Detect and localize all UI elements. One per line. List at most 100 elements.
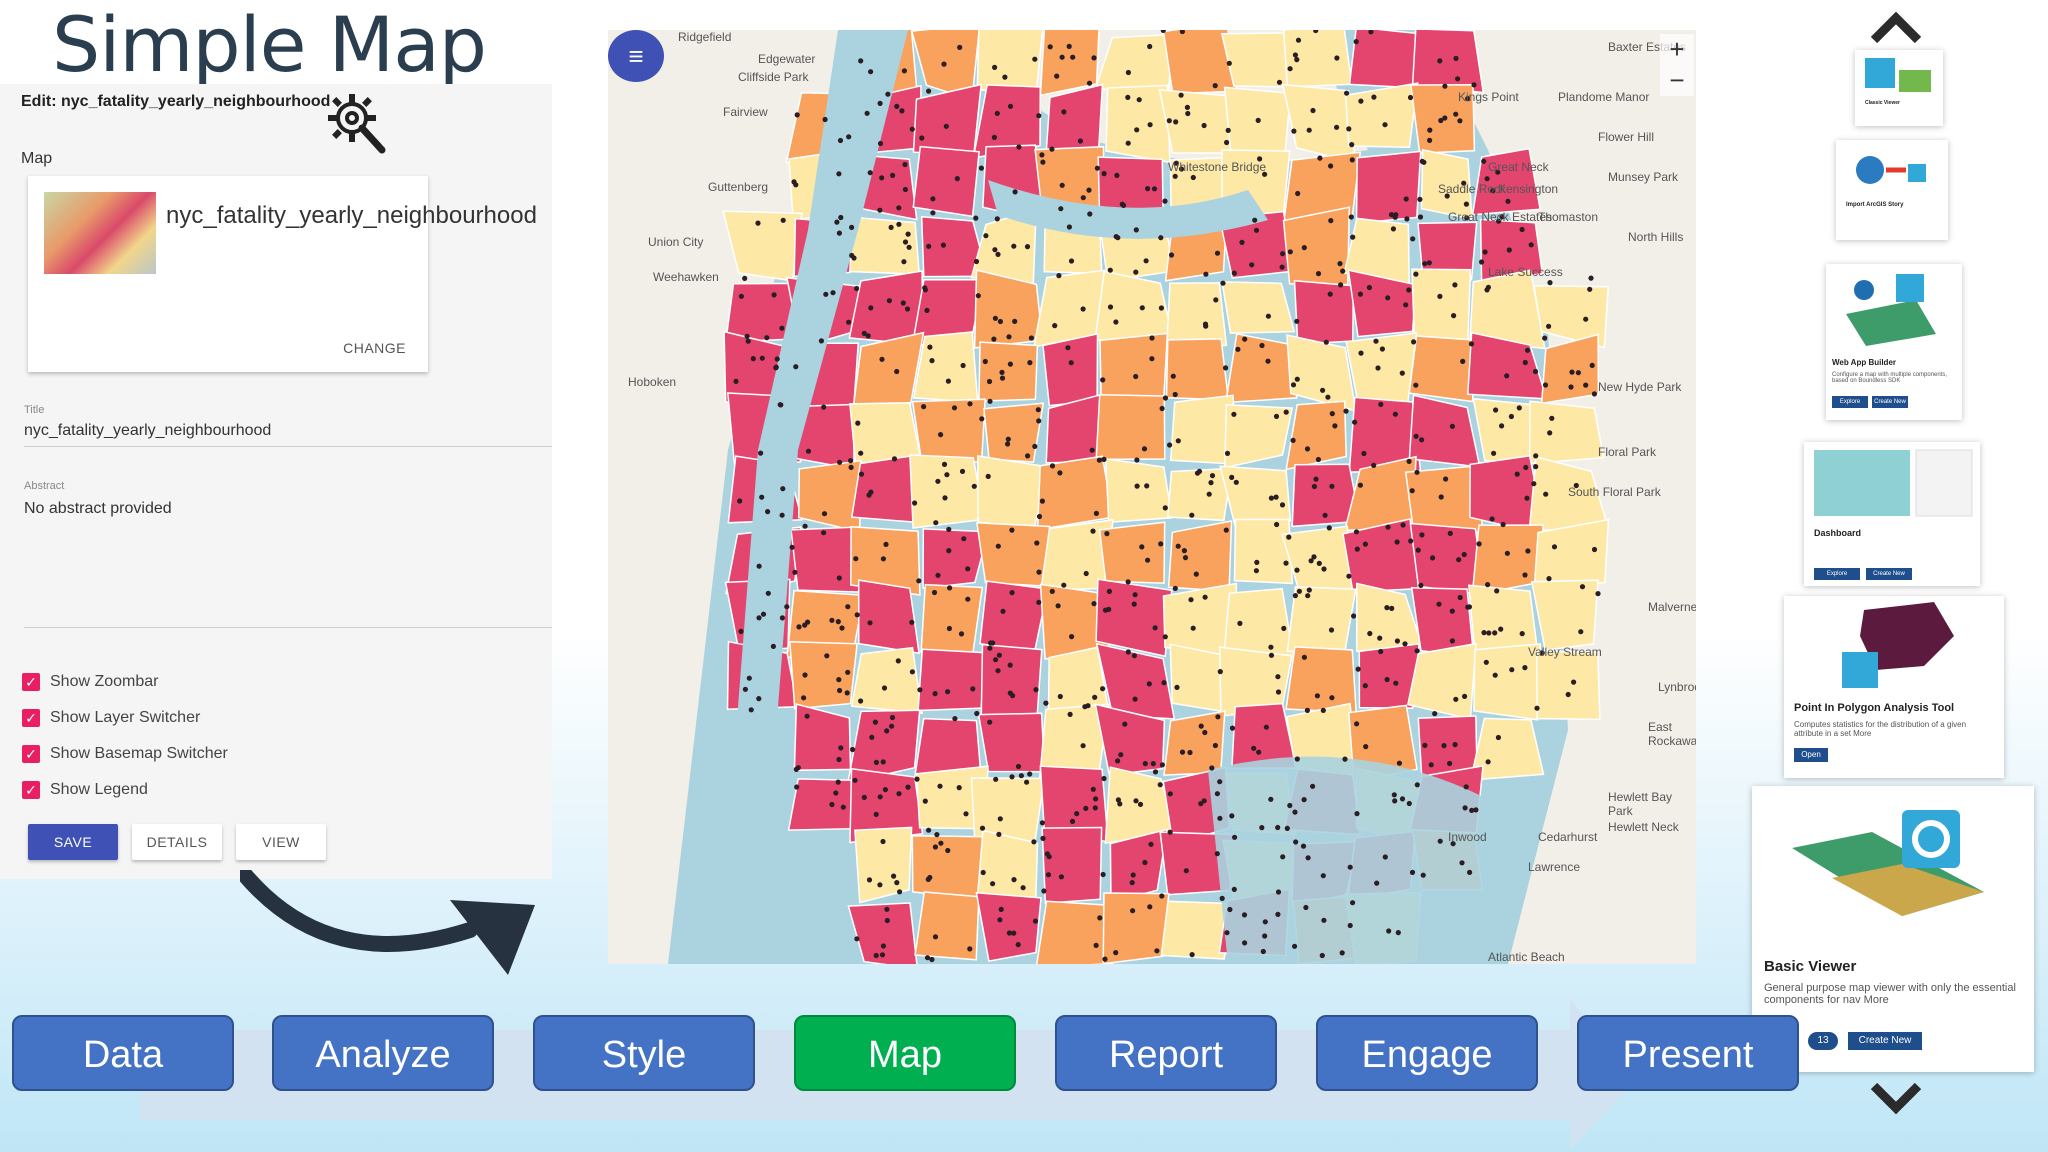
fatality-point: [996, 652, 1002, 658]
fatality-point: [756, 696, 762, 702]
fatality-point: [943, 123, 949, 129]
fatality-point: [771, 292, 777, 298]
fatality-point: [1133, 373, 1139, 380]
view-button[interactable]: VIEW: [236, 824, 326, 860]
fatality-point: [1152, 769, 1159, 775]
explore-button[interactable]: Explore: [1814, 568, 1860, 580]
fatality-point: [1413, 433, 1419, 439]
change-button[interactable]: CHANGE: [343, 340, 406, 356]
fatality-point: [1181, 548, 1187, 554]
neighbourhood-polygon: [846, 709, 921, 784]
fatality-point: [744, 333, 750, 339]
fatality-point: [1486, 630, 1492, 636]
fatality-point: [854, 612, 860, 618]
fatality-point: [1009, 590, 1015, 596]
fatality-point: [1485, 582, 1491, 588]
app-tile-basic-viewer[interactable]: Basic Viewer General purpose map viewer …: [1752, 786, 2034, 1072]
fatality-point: [909, 669, 915, 675]
step-map[interactable]: Map: [794, 1015, 1016, 1091]
fatality-point: [1241, 912, 1248, 918]
zoom-out-button[interactable]: −: [1669, 65, 1685, 95]
fatality-point: [1039, 498, 1045, 504]
fatality-point: [1107, 304, 1114, 310]
step-style[interactable]: Style: [533, 1015, 755, 1091]
step-present[interactable]: Present: [1577, 1015, 1799, 1091]
fatality-point: [1158, 541, 1164, 547]
fatality-point: [849, 224, 855, 230]
fatality-point: [1268, 495, 1274, 501]
neighbourhood-polygon: [1347, 269, 1417, 338]
step-engage[interactable]: Engage: [1316, 1015, 1538, 1091]
fatality-point: [1305, 593, 1311, 599]
fatality-point: [998, 906, 1004, 913]
fatality-point: [901, 68, 907, 74]
explore-button[interactable]: Explore: [1832, 396, 1868, 408]
fatality-point: [1414, 648, 1420, 654]
fatality-point: [1100, 377, 1106, 383]
map-menu-button[interactable]: ≡: [608, 30, 664, 82]
neighbourhood-polygon: [1224, 332, 1298, 404]
fatality-point: [1080, 743, 1086, 749]
app-tile-web-app-builder[interactable]: Web App Builder Configure a map with mul…: [1826, 264, 1962, 420]
fatality-point: [1092, 805, 1098, 811]
app-tile-import-story[interactable]: Import ArcGIS Story: [1836, 140, 1948, 240]
fatality-point: [1532, 368, 1539, 375]
fatality-point: [1428, 762, 1434, 768]
show-basemap-switcher-checkbox[interactable]: ✓: [22, 745, 40, 763]
create-new-button[interactable]: Create New: [1872, 396, 1908, 408]
fatality-point: [1018, 773, 1024, 779]
open-button[interactable]: Open: [1794, 748, 1828, 762]
details-button[interactable]: DETAILS: [132, 824, 222, 860]
fatality-point: [1092, 694, 1098, 700]
chevron-up-icon[interactable]: [1868, 8, 1924, 48]
fatality-point: [1342, 756, 1348, 762]
fatality-point: [1313, 30, 1319, 34]
app-tile-dashboard[interactable]: Dashboard Explore Create New: [1804, 442, 1980, 586]
east-river: [988, 180, 1268, 239]
fatality-point: [1268, 652, 1275, 658]
fatality-point: [1224, 450, 1231, 456]
step-data[interactable]: Data: [12, 1015, 234, 1091]
fatality-point: [733, 378, 739, 384]
fatality-point: [995, 543, 1001, 549]
save-button[interactable]: SAVE: [28, 824, 118, 860]
app-tile-classic-viewer[interactable]: Classic Viewer: [1855, 50, 1943, 126]
fatality-point: [1133, 798, 1139, 804]
fatality-point: [755, 220, 761, 226]
neighbourhood-polygon: [1095, 393, 1166, 461]
show-legend-checkbox[interactable]: ✓: [22, 781, 40, 799]
map-view[interactable]: Ridgefield Edgewater Cliffside Park Fairvie…: [608, 30, 1696, 964]
create-new-button[interactable]: Create New: [1866, 568, 1912, 580]
fatality-point: [1174, 684, 1180, 691]
fatality-point: [1059, 182, 1065, 188]
fatality-point: [902, 161, 908, 168]
neighbourhood-polygon: [1095, 642, 1176, 720]
fatality-point: [1232, 834, 1238, 840]
show-layer-switcher-checkbox[interactable]: ✓: [22, 709, 40, 727]
abstract-field[interactable]: No abstract provided: [24, 500, 172, 517]
fatality-point: [991, 134, 997, 140]
place-label: Union City: [648, 235, 704, 249]
fatality-point: [802, 672, 808, 678]
neighbourhood-polygon: [980, 643, 1043, 722]
step-report[interactable]: Report: [1055, 1015, 1277, 1091]
fatality-point: [1090, 786, 1096, 792]
fatality-point: [742, 686, 748, 692]
step-analyze[interactable]: Analyze: [272, 1015, 494, 1091]
fatality-point: [1528, 242, 1534, 248]
title-field[interactable]: nyc_fatality_yearly_neighbourhood: [24, 422, 272, 439]
neighbourhood-polygon: [1160, 900, 1235, 960]
zoom-in-button[interactable]: +: [1669, 34, 1685, 64]
chevron-down-icon[interactable]: [1868, 1078, 1924, 1118]
fatality-point: [1253, 568, 1259, 574]
fatality-point: [1175, 438, 1181, 444]
fatality-point: [1447, 530, 1453, 536]
app-tile-point-in-polygon[interactable]: Point In Polygon Analysis Tool Computes …: [1784, 596, 2004, 778]
fatality-point: [1460, 358, 1466, 364]
fatality-point: [836, 756, 842, 763]
fatality-point: [891, 873, 897, 879]
fatality-point: [1413, 271, 1419, 277]
app-name: Classic Viewer: [1865, 100, 1900, 106]
create-new-button[interactable]: Create New: [1848, 1032, 1922, 1050]
show-zoombar-checkbox[interactable]: ✓: [22, 673, 40, 691]
